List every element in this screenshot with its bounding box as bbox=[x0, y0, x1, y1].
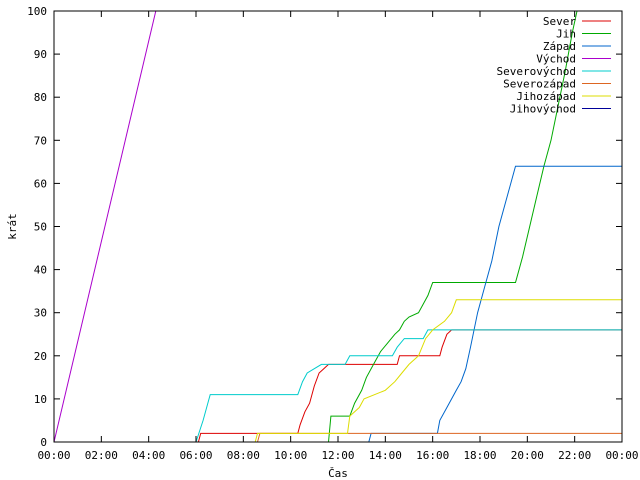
legend: SeverJihZápadVýchodSeverovýchodSeverozáp… bbox=[497, 15, 611, 116]
y-tick-label: 90 bbox=[34, 48, 47, 61]
x-tick-label: 00:00 bbox=[37, 449, 70, 462]
legend-label: Západ bbox=[543, 40, 576, 53]
x-tick-label: 14:00 bbox=[369, 449, 402, 462]
legend-label: Jih bbox=[556, 28, 576, 41]
series-line-2 bbox=[368, 165, 622, 442]
x-tick-label: 20:00 bbox=[511, 449, 544, 462]
series-line-1 bbox=[328, 11, 578, 442]
y-tick-label: 60 bbox=[34, 177, 47, 190]
plot-lines bbox=[54, 11, 622, 442]
series-line-4 bbox=[195, 329, 622, 442]
legend-label: Východ bbox=[536, 53, 576, 66]
y-tick-label: 0 bbox=[40, 436, 47, 449]
x-tick-label: 10:00 bbox=[274, 449, 307, 462]
x-tick-label: 02:00 bbox=[85, 449, 118, 462]
y-axis-label: krát bbox=[6, 213, 19, 240]
legend-label: Sever bbox=[543, 15, 576, 28]
x-tick-label: 06:00 bbox=[179, 449, 212, 462]
y-tick-label: 40 bbox=[34, 264, 47, 277]
series-line-3 bbox=[54, 11, 157, 442]
x-tick-label: 04:00 bbox=[132, 449, 165, 462]
legend-label: Severovýchod bbox=[497, 65, 576, 78]
legend-label: Jihozápad bbox=[516, 90, 576, 103]
y-tick-label: 10 bbox=[34, 393, 47, 406]
x-axis-label: Čas bbox=[328, 467, 348, 480]
axis-ticks: 0 10 20 30 40 50 60 70 80 90 100 00:00 02:00 04:00 06:… bbox=[27, 5, 638, 462]
y-tick-label: 70 bbox=[34, 134, 47, 147]
legend-label: Jihovýchod bbox=[510, 103, 576, 116]
y-tick-label: 20 bbox=[34, 350, 47, 363]
x-tick-label: 12:00 bbox=[321, 449, 354, 462]
y-tick-label: 30 bbox=[34, 307, 47, 320]
x-tick-label: 00:00 bbox=[605, 449, 638, 462]
y-tick-label: 50 bbox=[34, 221, 47, 234]
series-line-5 bbox=[257, 432, 622, 442]
series-line-0 bbox=[197, 329, 622, 442]
legend-label: Severozápad bbox=[503, 78, 576, 91]
y-tick-label: 100 bbox=[27, 5, 47, 18]
series-line-6 bbox=[254, 299, 622, 442]
y-tick-label: 80 bbox=[34, 91, 47, 104]
x-tick-label: 16:00 bbox=[416, 449, 449, 462]
x-tick-label: 08:00 bbox=[227, 449, 260, 462]
x-tick-label: 22:00 bbox=[558, 449, 591, 462]
x-tick-label: 18:00 bbox=[463, 449, 496, 462]
